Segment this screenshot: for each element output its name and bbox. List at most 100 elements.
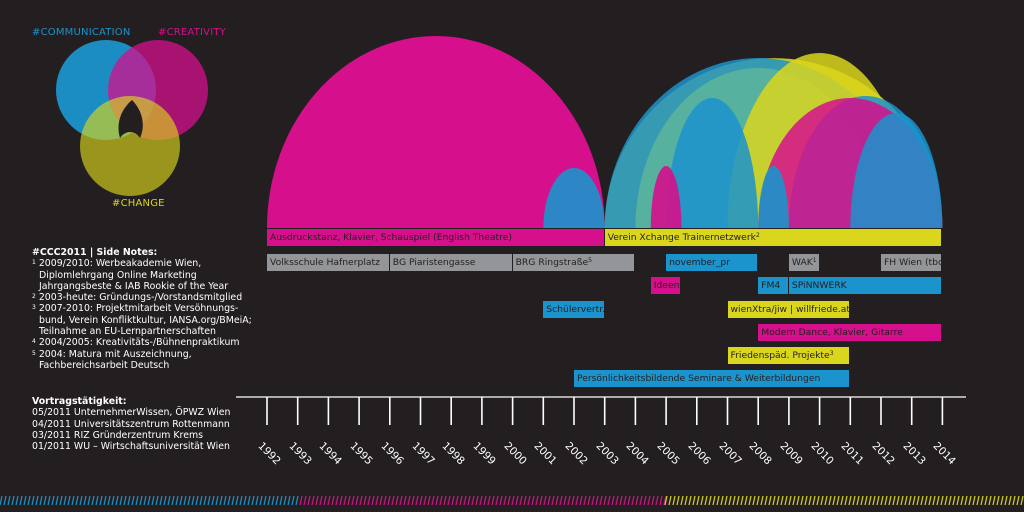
stripe-hatch	[627, 495, 631, 506]
stripe-hatch	[992, 495, 996, 506]
stripe-hatch	[151, 495, 155, 506]
stripe-hatch	[235, 495, 239, 506]
stripe-hatch	[828, 495, 832, 506]
stripe-hatch	[19, 495, 23, 506]
timeline-bar-label: BG Piaristengasse	[392, 257, 476, 268]
stripe-hatch	[940, 495, 944, 506]
side-note-text: Diplomlehrgang Online Marketing	[39, 269, 197, 281]
stripe-hatch	[676, 495, 680, 506]
stripe-hatch	[79, 495, 83, 506]
stripe-hatch	[812, 495, 816, 506]
stripe-hatch	[988, 495, 992, 506]
stripe-hatch	[780, 495, 784, 506]
stripe-hatch	[391, 495, 395, 506]
stripe-hatch	[179, 495, 183, 506]
timeline-bar: WAK1	[788, 254, 819, 271]
stripe-hatch	[860, 495, 864, 506]
stripe-hatch	[459, 495, 463, 506]
stripe-hatch	[359, 495, 363, 506]
stripe-hatch	[375, 495, 379, 506]
stripe-hatch	[183, 495, 187, 506]
stripe-hatch	[728, 495, 732, 506]
stripe-hatch	[195, 495, 199, 506]
stripe-hatch	[567, 495, 571, 506]
talk-item: 01/2011 WU – Wirtschaftsuniversität Wien	[32, 441, 230, 453]
stripe-hatch	[11, 495, 15, 506]
stripe-hatch	[67, 495, 71, 506]
stripe-hatch	[431, 495, 435, 506]
stripe-hatch	[43, 495, 47, 506]
side-note-line: 3 2007-2010: Projektmitarbeit Versöhnung…	[32, 303, 252, 314]
stripe-hatch	[419, 495, 423, 506]
side-note-line: Diplomlehrgang Online Marketing	[32, 270, 252, 281]
stripe-hatch	[583, 495, 587, 506]
side-note-line: 5 2004: Matura mit Auszeichnung,	[32, 349, 252, 360]
stripe-hatch	[491, 495, 495, 506]
stripe-hatch	[475, 495, 479, 506]
timeline-bar: Friedenspäd. Projekte3	[727, 347, 850, 364]
stripe-hatch	[287, 495, 291, 506]
stripe-hatch	[267, 495, 271, 506]
stripe-hatch	[764, 495, 768, 506]
side-note-line: 4 2004/2005: Kreativitäts-/Bühnenpraktik…	[32, 337, 252, 348]
stripe-hatch	[884, 495, 888, 506]
stripe-hatch	[1000, 495, 1004, 506]
stripe-hatch	[599, 495, 603, 506]
stripe-hatch	[35, 495, 39, 506]
stripe-hatch	[579, 495, 583, 506]
stripe-hatch	[411, 495, 415, 506]
stripe-hatch	[663, 495, 667, 506]
stripe-hatch	[155, 495, 159, 506]
timeline-bar-label: Ausdruckstanz, Klavier, Schauspiel (Engl…	[270, 232, 512, 243]
stripe-hatch	[904, 495, 908, 506]
stripe-hatch	[792, 495, 796, 506]
stripe-hatch	[351, 495, 355, 506]
stripe-hatch	[227, 495, 231, 506]
stripe-hatch	[551, 495, 555, 506]
stripe-hatch	[912, 495, 916, 506]
stripe-hatch	[523, 495, 527, 506]
timeline-bar: Modern Dance, Klavier, Gitarre	[758, 324, 942, 341]
stripe-hatch	[127, 495, 131, 506]
stripe-hatch	[519, 495, 523, 506]
stripe-hatch	[892, 495, 896, 506]
stripe-hatch	[275, 495, 279, 506]
stripe-hatch	[820, 495, 824, 506]
stripe-hatch	[684, 495, 688, 506]
stripe-hatch	[435, 495, 439, 506]
venn-circle-change	[80, 96, 180, 196]
footnote-marker: 2	[32, 293, 36, 301]
side-note-line: bund, Verein Konfliktkultur, IANSA.org/B…	[32, 315, 252, 326]
stripe-hatch	[199, 495, 203, 506]
timeline-bar-label: Verein Xchange Trainernetzwerk	[607, 232, 756, 243]
timeline-bar: BRG Ringstraße5	[512, 254, 635, 271]
stripe-hatch	[1012, 495, 1016, 506]
footnote-marker: 5	[32, 349, 36, 357]
timeline-bar-label: Modern Dance, Klavier, Gitarre	[761, 327, 903, 338]
stripe-hatch	[816, 495, 820, 506]
side-note-text: Jahrgangsbeste & IAB Rookie of the Year	[39, 280, 229, 292]
stripe-hatch	[171, 495, 175, 506]
side-note-text: 2003-heute: Gründungs-/Vorstandsmitglied	[38, 292, 243, 304]
stripe-hatch	[131, 495, 135, 506]
stripe-hatch	[559, 495, 563, 506]
stripe-hatch	[143, 495, 147, 506]
stripe-hatch	[487, 495, 491, 506]
stripe-hatch	[495, 495, 499, 506]
timeline-bar: Volksschule Hafnerplatz	[267, 254, 389, 271]
stripe-hatch	[363, 495, 367, 506]
timeline-bar: wienXtra/jiw | willfriede.at	[727, 301, 850, 318]
stripe-hatch	[623, 495, 627, 506]
stripe-hatch	[1016, 495, 1020, 506]
stripe-hatch	[367, 495, 371, 506]
stripe-hatch	[395, 495, 399, 506]
stripe-hatch	[872, 495, 876, 506]
timeline-bar: november_pr	[666, 254, 758, 271]
stripe-hatch	[712, 495, 716, 506]
stripe-hatch	[888, 495, 892, 506]
side-note-text: Fachbereichsarbeit Deutsch	[39, 359, 170, 371]
stripe-hatch	[87, 495, 91, 506]
stripe-hatch	[832, 495, 836, 506]
stripe-hatch	[407, 495, 411, 506]
timeline-bar-label: SPiNNWERK	[791, 280, 847, 291]
